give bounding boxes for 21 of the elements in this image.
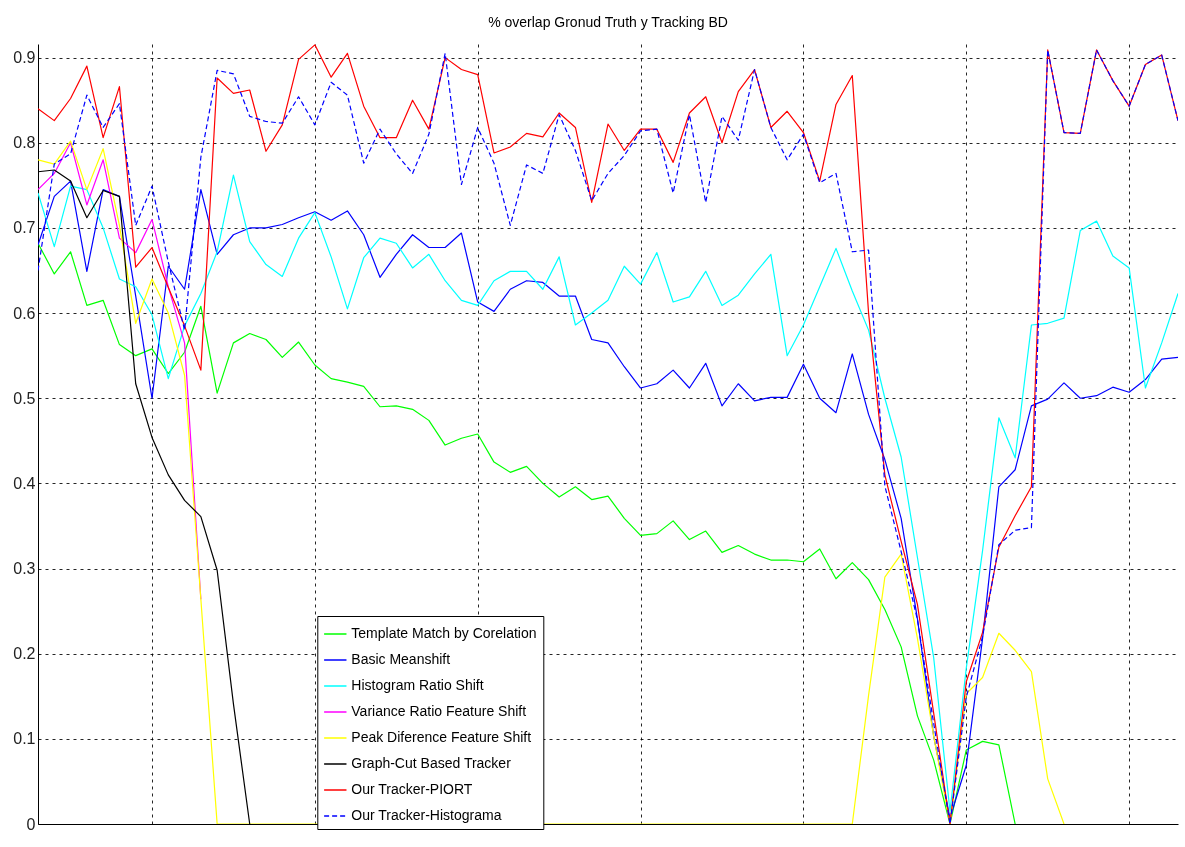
y-tick-label: 0.8 (13, 134, 36, 152)
y-tick-label: 0.6 (13, 304, 36, 322)
y-tick-label: 0.7 (13, 219, 36, 237)
y-tick-label: 0.2 (13, 645, 36, 663)
legend-label: Our Tracker-Histograma (351, 807, 502, 823)
y-tick-label: 0.3 (13, 560, 36, 578)
chart-title: % overlap Gronud Truth y Tracking BD (488, 14, 728, 30)
line-series (38, 242, 1016, 824)
legend-label: Graph-Cut Based Tracker (351, 755, 512, 771)
legend-label: Histogram Ratio Shift (351, 677, 484, 693)
legend-label: Our Tracker-PIORT (351, 781, 473, 797)
y-tick-label: 0.5 (13, 389, 36, 407)
y-tick-label: 0 (26, 815, 36, 833)
y-tick-label: 0.1 (13, 730, 36, 748)
y-tick-label: 0.4 (13, 474, 36, 492)
line-series (38, 140, 1065, 824)
legend-label: Variance Ratio Feature Shift (351, 703, 527, 719)
legend-label: Basic Meanshift (351, 651, 451, 667)
legend-label: Template Match by Corelation (351, 625, 537, 641)
legend-label: Peak Diference Feature Shift (351, 729, 532, 745)
y-tick-label: 0.9 (13, 49, 36, 67)
